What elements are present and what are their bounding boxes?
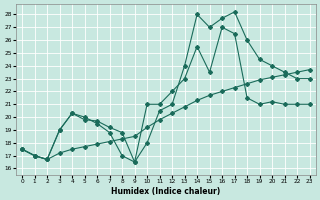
X-axis label: Humidex (Indice chaleur): Humidex (Indice chaleur) — [111, 187, 220, 196]
